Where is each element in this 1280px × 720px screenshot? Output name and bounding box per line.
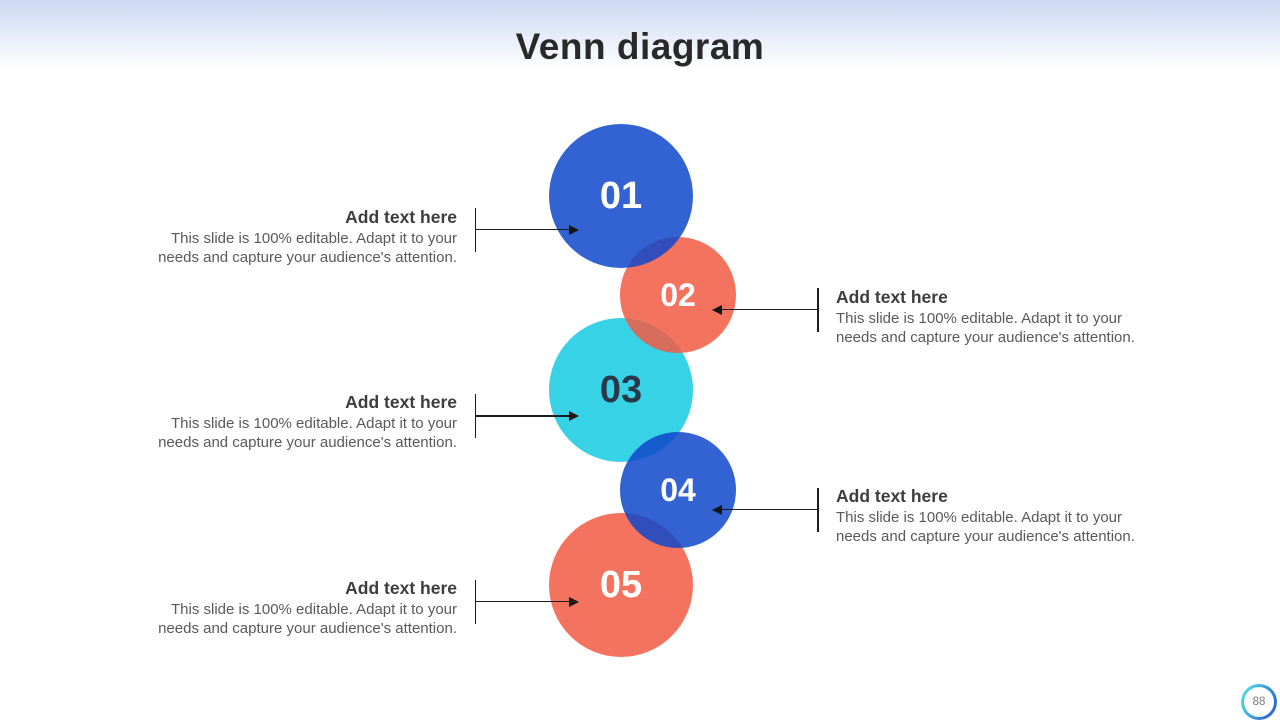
- arrowhead-right-icon: [569, 596, 579, 607]
- arrowhead-left-icon: [712, 504, 722, 515]
- callout-body: This slide is 100% editable. Adapt it to…: [836, 310, 1135, 346]
- circle-number-04: 04: [660, 471, 696, 508]
- venn-circle-05: 05: [549, 513, 693, 657]
- arrowhead-right-icon: [569, 411, 579, 421]
- callout-right-1: Add text here This slide is 100% editabl…: [836, 286, 1136, 347]
- callout-heading: Add text here: [836, 287, 948, 307]
- page-number: 88: [1244, 687, 1274, 717]
- venn-circle-04: 04: [620, 432, 736, 548]
- page-number-badge: 88: [1241, 684, 1277, 720]
- callout-body: This slide is 100% editable. Adapt it to…: [158, 601, 457, 637]
- page-title: Venn diagram: [515, 26, 765, 67]
- callout-heading: Add text here: [345, 578, 457, 598]
- callout-heading: Add text here: [345, 207, 457, 227]
- arrowhead-left-icon: [712, 304, 722, 315]
- callout-body: This slide is 100% editable. Adapt it to…: [158, 230, 457, 266]
- callout-heading: Add text here: [836, 486, 948, 506]
- circle-number-03: 03: [599, 368, 643, 411]
- callout-left-1: Add text here This slide is 100% editabl…: [157, 206, 457, 267]
- connector-line: [475, 415, 570, 417]
- callout-left-3: Add text here This slide is 100% editabl…: [157, 577, 457, 638]
- callout-right-2: Add text here This slide is 100% editabl…: [836, 485, 1136, 546]
- header-gradient-band: [0, 0, 1280, 72]
- callout-heading: Add text here: [345, 392, 457, 412]
- callout-left-2: Add text here This slide is 100% editabl…: [157, 391, 457, 452]
- arrowhead-right-icon: [569, 224, 579, 235]
- venn-circle-01: 01: [549, 124, 693, 268]
- connector-tick: [817, 488, 819, 532]
- circle-number-02: 02: [660, 276, 696, 313]
- connector-tick: [817, 288, 819, 332]
- connector-line: [475, 600, 570, 603]
- circle-number-05: 05: [599, 563, 643, 606]
- callout-body: This slide is 100% editable. Adapt it to…: [836, 509, 1135, 545]
- connector-line: [722, 308, 817, 311]
- connector-line: [722, 508, 817, 511]
- connector-line: [475, 228, 570, 231]
- callout-body: This slide is 100% editable. Adapt it to…: [158, 415, 457, 451]
- circle-number-01: 01: [599, 174, 643, 217]
